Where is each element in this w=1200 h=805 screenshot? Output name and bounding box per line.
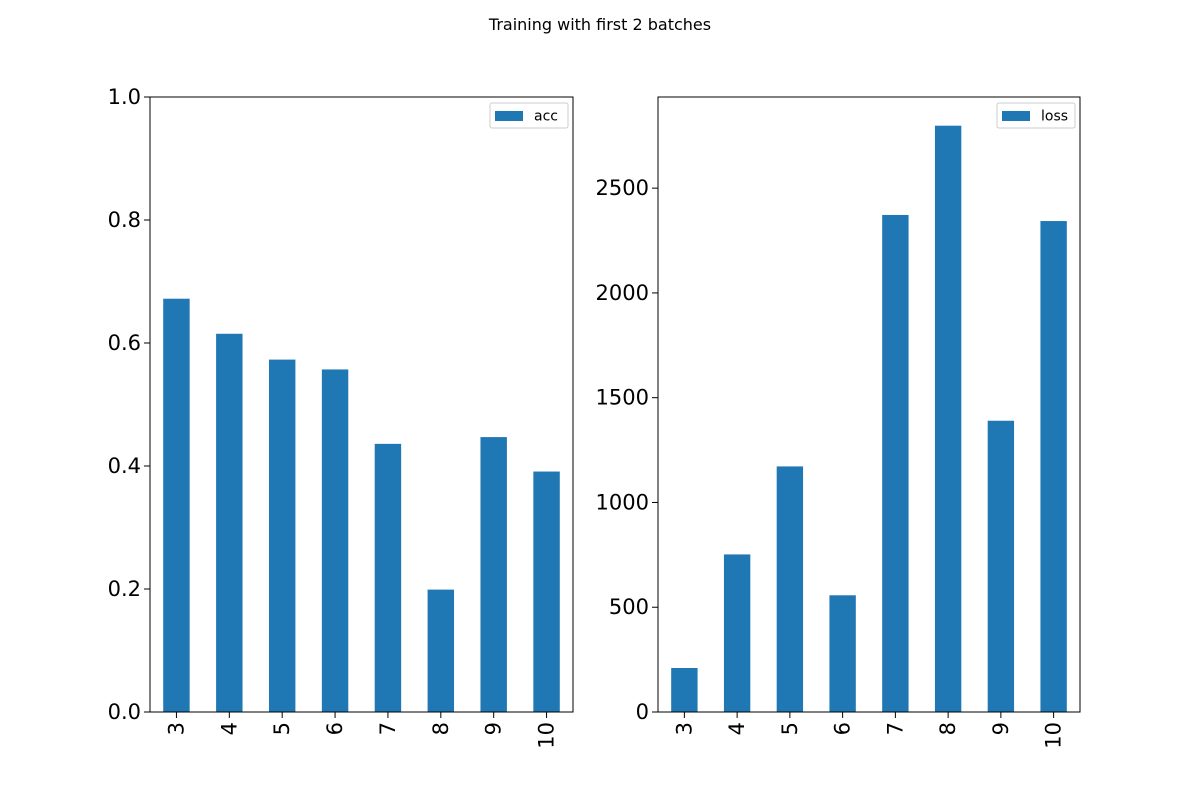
loss-ytick-label: 2000	[596, 281, 649, 305]
loss-ytick-label: 0	[636, 700, 649, 724]
acc-bar-3	[163, 298, 190, 712]
acc-bar-7	[374, 443, 402, 712]
acc-legend-swatch	[495, 111, 523, 121]
loss-ytick-label: 1000	[596, 490, 649, 514]
loss-xtick-label: 10	[1042, 722, 1066, 749]
loss-bar-7	[882, 214, 909, 712]
acc-xtick-label: 8	[429, 722, 453, 735]
acc-axes-frame	[149, 96, 574, 713]
loss-xtick-label: 3	[672, 722, 696, 735]
loss-xtick-label: 9	[989, 722, 1013, 735]
acc-bar-4	[216, 333, 243, 712]
acc-xtick-label: 5	[270, 722, 294, 735]
acc-xtick-label: 3	[164, 722, 188, 735]
loss-bar-5	[776, 466, 804, 712]
loss-legend-swatch	[1002, 111, 1030, 121]
loss-bar-10	[1040, 221, 1067, 712]
acc-legend-label: acc	[534, 109, 558, 125]
acc-bar-5	[268, 359, 296, 712]
loss-axes-frame	[657, 96, 1081, 713]
acc-ytick-label: 0.2	[108, 577, 141, 601]
loss-ytick-label: 2500	[596, 176, 649, 200]
loss-xtick-label: 7	[883, 722, 907, 735]
loss-ytick-label: 1500	[596, 386, 649, 410]
loss-xtick-label: 5	[778, 722, 802, 735]
acc-ytick-label: 0.4	[108, 454, 141, 478]
loss-legend-box	[996, 102, 1076, 129]
acc-bar-8	[427, 589, 455, 712]
loss-chart-panel: 0 500 1000 1500 2000 2500 3 4 5 6 7 8 9 10 loss	[596, 96, 1081, 749]
loss-bar-4	[723, 554, 751, 712]
acc-ytick-label: 0.8	[108, 208, 141, 232]
loss-bar-3	[671, 667, 698, 712]
acc-xtick-label: 7	[376, 722, 400, 735]
loss-xtick-label: 8	[936, 722, 960, 735]
loss-legend-label: loss	[1041, 109, 1068, 125]
acc-xtick-label: 10	[535, 722, 559, 749]
acc-ytick-label: 1.0	[108, 85, 141, 109]
loss-bar-6	[829, 595, 856, 712]
loss-bar-9	[987, 420, 1015, 712]
loss-xtick-label: 4	[725, 722, 749, 735]
acc-xtick-label: 9	[482, 722, 506, 735]
acc-bar-10	[533, 471, 560, 712]
loss-bar-8	[934, 125, 962, 713]
acc-xtick-label: 4	[217, 722, 241, 735]
figure-title: Training with first 2 batches	[488, 15, 711, 34]
acc-ytick-label: 0.0	[108, 700, 141, 724]
loss-ytick-label: 500	[609, 595, 649, 619]
acc-legend-box	[489, 102, 569, 129]
acc-ytick-label: 0.6	[108, 331, 141, 355]
loss-xtick-label: 6	[831, 722, 855, 735]
acc-chart-panel: 0.0 0.2 0.4 0.6 0.8 1.0 3 4 5 6 7 8 9 10 acc	[108, 85, 574, 749]
acc-bar-6	[321, 369, 349, 712]
acc-bar-9	[480, 437, 507, 712]
acc-xtick-label: 6	[323, 722, 347, 735]
